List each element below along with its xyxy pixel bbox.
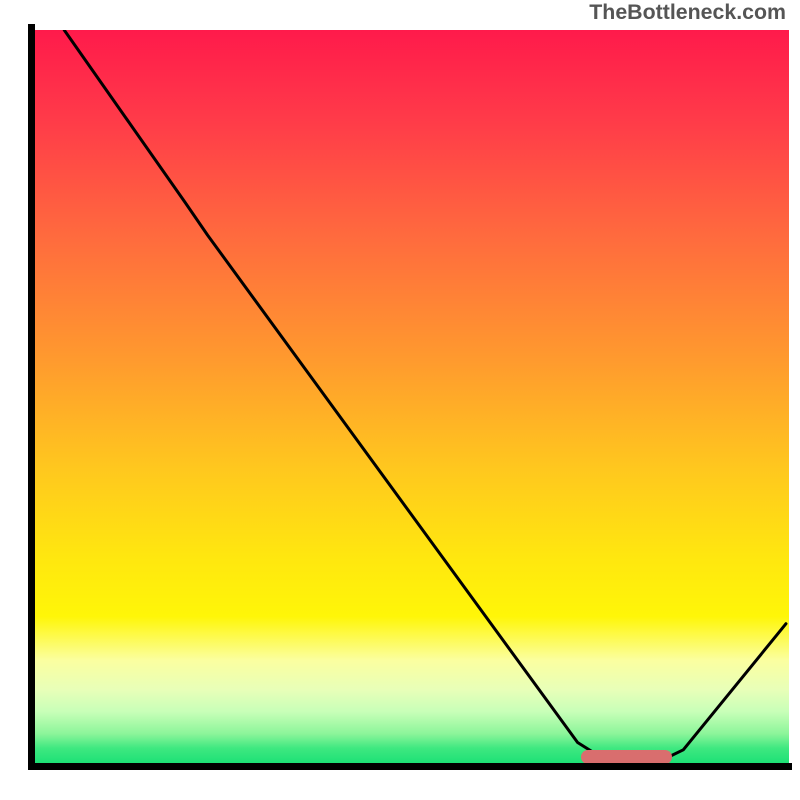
- curve-line: [34, 30, 789, 763]
- plot-area: [34, 30, 789, 763]
- x-axis-line: [28, 763, 792, 770]
- chart-canvas: TheBottleneck.com: [0, 0, 800, 800]
- y-axis-line: [28, 24, 35, 769]
- attribution-text: TheBottleneck.com: [589, 0, 786, 25]
